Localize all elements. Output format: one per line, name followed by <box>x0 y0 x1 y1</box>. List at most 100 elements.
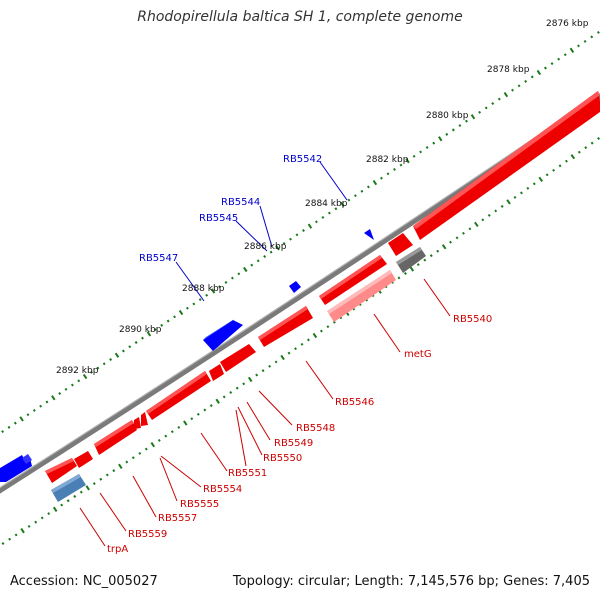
scale-label: 2878 kbp <box>487 65 530 75</box>
gene-rb5557[interactable] <box>74 451 93 468</box>
gene-label-metg[interactable]: metG <box>404 349 432 360</box>
inner-scale-tick <box>468 227 472 231</box>
gene-metG-rna[interactable] <box>327 270 396 322</box>
outer-scale-tick <box>419 150 423 154</box>
outer-scale-tick <box>39 404 43 408</box>
gene-rb5541[interactable] <box>388 233 413 256</box>
gene-label-rb5545[interactable]: RB5545 <box>199 213 238 224</box>
gene-rb5542[interactable] <box>364 229 374 240</box>
gene-rb5549[interactable] <box>209 364 224 381</box>
outer-scale-tick <box>205 293 209 297</box>
inner-scale-tick <box>455 236 459 240</box>
scale-label: 2888 kbp <box>182 284 225 294</box>
gene-label-rb5540[interactable]: RB5540 <box>453 314 492 325</box>
gene-label-rb5551[interactable]: RB5551 <box>228 468 267 479</box>
gene-trpA-feature[interactable] <box>51 474 86 502</box>
outer-scale-tick <box>26 413 30 417</box>
gene-rb5559[interactable] <box>45 458 77 483</box>
gene-label-rb5546[interactable]: RB5546 <box>335 397 374 408</box>
gene-label-rb5542[interactable]: RB5542 <box>283 154 322 165</box>
gene-rb5559-top[interactable] <box>45 458 74 474</box>
outer-scale-tick <box>282 242 286 245</box>
gene-rb5555-top[interactable] <box>94 420 134 447</box>
forward-label-connectors <box>175 161 348 302</box>
outer-scale-tick <box>596 30 600 34</box>
outer-scale-tick <box>399 163 403 167</box>
outer-scale-tick <box>432 141 436 145</box>
gene-forward-arrow[interactable] <box>22 454 32 464</box>
gene-label-rb5554[interactable]: RB5554 <box>203 484 242 495</box>
gene-rb5546[interactable] <box>258 306 313 347</box>
outer-scale-tick <box>347 198 351 202</box>
gene-rb5546-top[interactable] <box>258 306 308 340</box>
inner-scale-tick <box>577 150 581 154</box>
gene-label-rb5559[interactable]: RB5559 <box>128 529 167 540</box>
outer-scale-tick <box>543 66 547 70</box>
outer-scale-tick <box>372 179 378 186</box>
inner-scale-tick <box>506 199 511 205</box>
inner-scale-tick <box>597 137 600 140</box>
gene-rb5551[interactable] <box>141 412 148 426</box>
scale-label: 2890 kbp <box>119 325 162 335</box>
gene-rb5554[interactable] <box>134 417 141 429</box>
outer-scale-tick <box>557 57 561 61</box>
gene-rb5550-top[interactable] <box>146 371 207 414</box>
outer-scale-tick <box>173 315 177 319</box>
gene-label-rb5549[interactable]: RB5549 <box>274 438 313 449</box>
gene-rb5550[interactable] <box>146 371 211 420</box>
outer-scale-tick <box>178 309 184 316</box>
inner-scale-tick <box>150 442 156 448</box>
gene-rb5547[interactable] <box>203 320 243 351</box>
inner-scale-tick <box>500 204 504 208</box>
inner-scale-tick <box>287 351 291 355</box>
gene-metG-top[interactable] <box>319 255 382 299</box>
inner-scale-tick <box>538 176 544 182</box>
outer-scale-tick <box>218 285 221 289</box>
gene-label-rb5550[interactable]: RB5550 <box>263 453 302 464</box>
outer-scale-tick <box>569 47 575 53</box>
outer-scale-tick <box>153 328 157 332</box>
gene-rb5547-top[interactable] <box>203 318 236 340</box>
gene-label-rb5544[interactable]: RB5544 <box>221 197 260 208</box>
outer-scale-tick <box>511 88 514 92</box>
inner-scale-tick <box>526 186 530 190</box>
inner-scale-tick <box>429 254 433 258</box>
inner-scale-tick <box>474 221 479 227</box>
outer-scale-tick <box>334 207 338 211</box>
inner-scale-tick <box>144 447 148 451</box>
gene-label-rb5557[interactable]: RB5557 <box>158 513 197 524</box>
gene-other-feature[interactable] <box>396 247 426 273</box>
outer-scale-tick <box>360 189 364 193</box>
gene-metG-rna-top[interactable] <box>327 270 392 314</box>
genome-backbone-highlight <box>0 93 600 489</box>
gene-metG[interactable] <box>319 255 387 305</box>
gene-trpA-feature-top[interactable] <box>51 474 81 493</box>
gene-rb5544[interactable] <box>289 281 301 293</box>
scale-label: 2876 kbp <box>546 19 589 29</box>
gene-rb5540-top[interactable] <box>413 91 600 229</box>
outer-scale-tick <box>563 53 567 57</box>
scale-label: 2892 kbp <box>56 366 99 376</box>
outer-scale-tick <box>590 35 594 39</box>
outer-scale-tick <box>13 421 17 425</box>
outer-scale-tick <box>90 370 93 374</box>
inner-scale-tick <box>14 533 18 537</box>
gene-label-rb5547[interactable]: RB5547 <box>139 253 178 264</box>
inner-scale-tick <box>52 506 58 512</box>
gene-forward-arrow[interactable] <box>0 455 32 482</box>
outer-scale-tick <box>146 331 152 337</box>
inner-scale-tick <box>34 520 38 524</box>
outer-scale-tick <box>19 416 24 422</box>
outer-scale-tick <box>405 158 410 164</box>
gene-rb5555[interactable] <box>94 420 137 455</box>
outer-scale-tick <box>517 84 521 88</box>
gene-label-trpa[interactable]: trpA <box>107 544 128 555</box>
outer-scale-tick <box>141 336 144 340</box>
gene-other-feature-top[interactable] <box>396 247 422 265</box>
reverse-strand-genes <box>45 91 600 502</box>
gene-label-rb5548[interactable]: RB5548 <box>296 423 335 434</box>
gene-label-rb5555[interactable]: RB5555 <box>180 499 219 510</box>
inner-scale-tick <box>441 244 447 250</box>
outer-scale-tick <box>243 266 248 273</box>
gene-rb5548[interactable] <box>220 344 256 372</box>
